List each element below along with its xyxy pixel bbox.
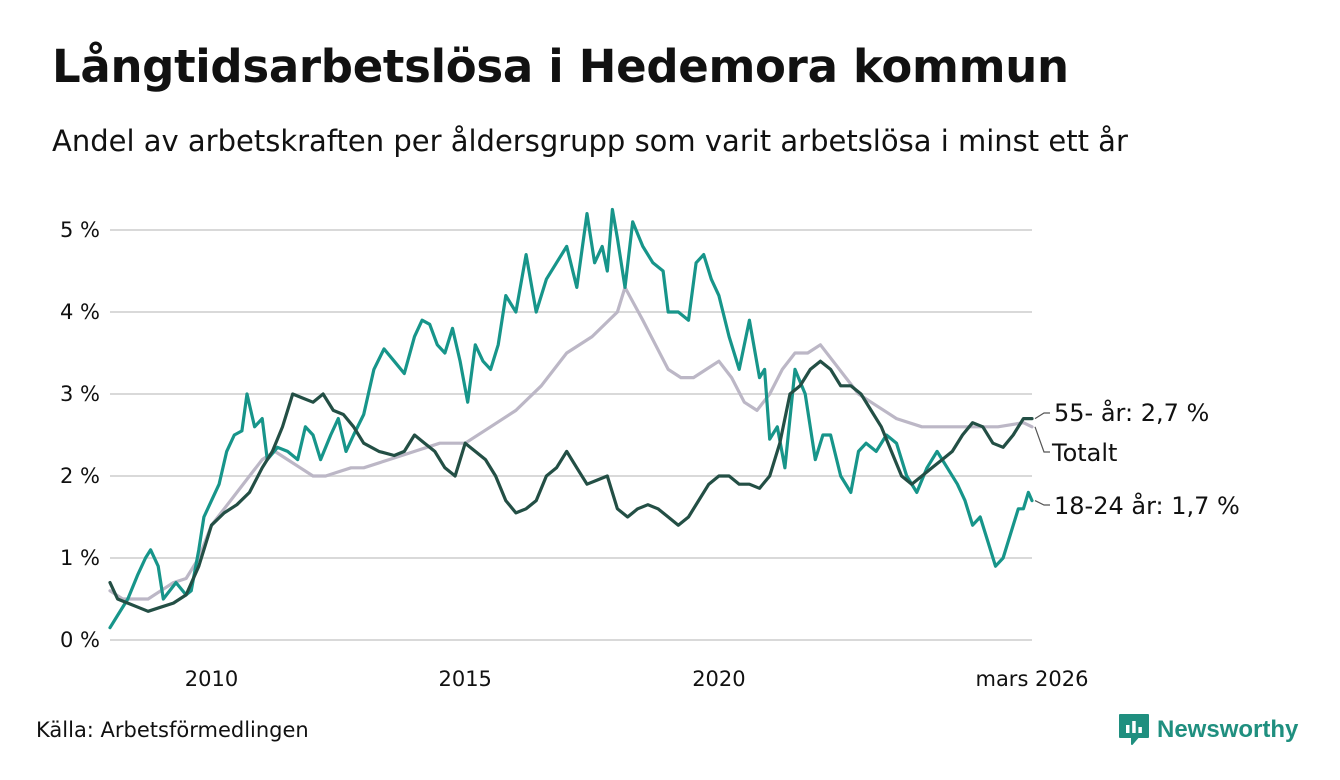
brand-name: Newsworthy <box>1157 716 1299 743</box>
end-label-youth: 18-24 år: 1,7 % <box>1054 491 1240 520</box>
series-line-total <box>108 285 1034 601</box>
x-tick-label: mars 2026 <box>975 667 1088 691</box>
x-tick-label: 2010 <box>185 667 238 691</box>
x-tick-label: 2020 <box>692 667 745 691</box>
newsworthy-brand[interactable]: Newsworthy <box>1118 713 1298 747</box>
chart-title: Långtidsarbetslösa i Hedemora kommun <box>52 40 1069 93</box>
end-label-total: Totalt <box>1051 439 1117 467</box>
series-lines <box>108 207 1034 630</box>
connector-total <box>1034 426 1050 453</box>
source-credit: Källa: Arbetsförmedlingen <box>36 718 309 742</box>
y-tick-label: 3 % <box>60 382 100 406</box>
series-line-senior <box>108 359 1034 613</box>
x-tick-label: 2015 <box>438 667 491 691</box>
end-label-senior: 55- år: 2,7 % <box>1054 398 1209 427</box>
x-axis-ticks: 2010 2015 2020 mars 2026 <box>185 667 1089 691</box>
chart-subtitle: Andel av arbetskraften per åldersgrupp s… <box>52 124 1128 158</box>
y-tick-label: 0 % <box>60 628 100 652</box>
y-axis-ticks: 0 % 1 % 2 % 3 % 4 % 5 % <box>60 218 100 652</box>
connector-youth <box>1034 500 1050 506</box>
grid-lines <box>110 229 1032 641</box>
series-line-youth <box>108 207 1034 630</box>
end-labels: Totalt 18-24 år: 1,7 % 55- år: 2,7 % <box>1034 398 1240 520</box>
connector-senior <box>1034 412 1050 420</box>
y-tick-label: 4 % <box>60 300 100 324</box>
newsworthy-logo-icon <box>1119 714 1149 745</box>
y-tick-label: 2 % <box>60 464 100 488</box>
y-tick-label: 1 % <box>60 546 100 570</box>
y-tick-label: 5 % <box>60 218 100 242</box>
